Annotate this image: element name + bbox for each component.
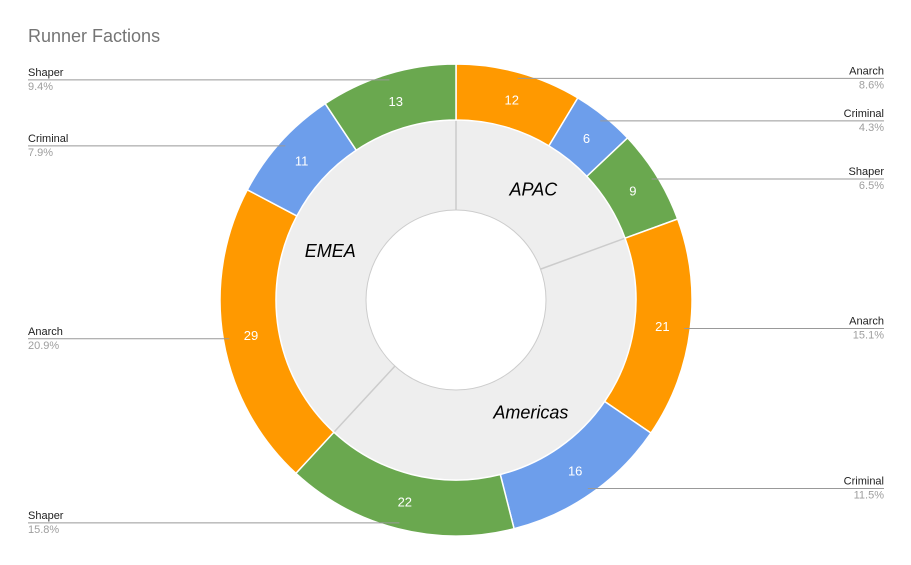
outside-percent-label: 8.6%	[859, 79, 884, 91]
outside-faction-label: Anarch	[849, 316, 884, 328]
outside-percent-label: 15.8%	[28, 524, 59, 536]
segment-shaper-emea	[324, 63, 457, 152]
outside-faction-label: Anarch	[28, 326, 63, 338]
segment-value-label: 6	[583, 131, 590, 146]
inner-ring	[275, 120, 636, 480]
segment-value-label: 12	[504, 93, 518, 108]
outside-faction-label: Shaper	[849, 166, 885, 178]
region-separator	[333, 365, 396, 433]
outside-percent-label: 15.1%	[853, 330, 884, 342]
region-label: EMEA	[305, 241, 356, 261]
segment-value-label: 21	[655, 319, 669, 334]
outside-percent-label: 9.4%	[28, 81, 53, 93]
segment-value-label: 22	[398, 495, 412, 510]
region-label: Americas	[492, 402, 568, 422]
outside-percent-label: 7.9%	[28, 147, 53, 159]
outside-faction-label: Shaper	[28, 510, 64, 522]
segment-value-label: 13	[389, 94, 403, 109]
region-separator	[540, 237, 626, 270]
outside-percent-label: 6.5%	[859, 180, 884, 192]
segment-value-label: 9	[629, 184, 636, 199]
outside-faction-label: Criminal	[28, 133, 68, 145]
segment-value-label: 16	[568, 463, 582, 478]
chart-title: Runner Factions	[28, 26, 161, 46]
outside-faction-label: Criminal	[844, 475, 884, 487]
region-label: APAC	[509, 179, 559, 199]
outside-percent-label: 20.9%	[28, 340, 59, 352]
center-hole	[365, 209, 547, 391]
outside-faction-label: Shaper	[28, 67, 64, 79]
segment-value-label: 29	[244, 328, 258, 343]
outside-percent-label: 11.5%	[854, 489, 885, 501]
outside-percent-label: 4.3%	[859, 122, 884, 134]
outside-faction-label: Criminal	[844, 108, 884, 120]
segment-value-label: 11	[295, 154, 309, 169]
outside-faction-label: Anarch	[849, 65, 884, 77]
